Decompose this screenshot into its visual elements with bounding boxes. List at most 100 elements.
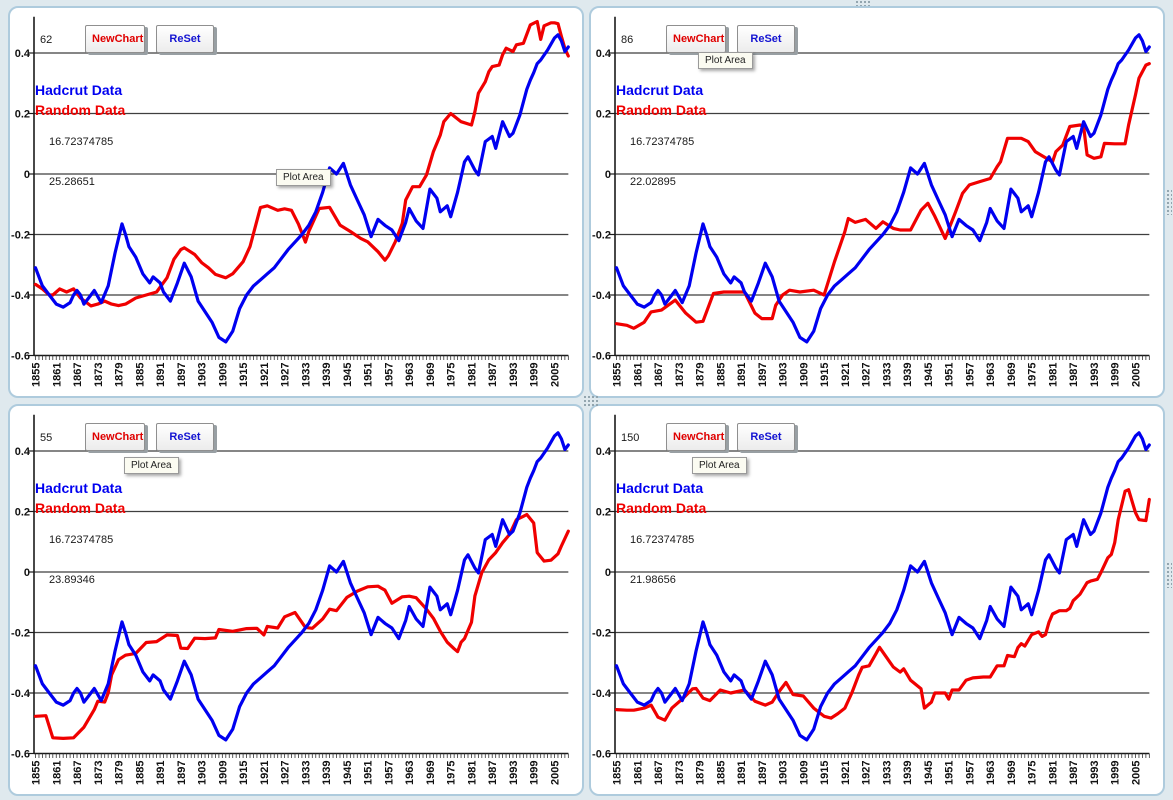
y-axis-label: -0.4: [592, 688, 612, 700]
x-axis-label: 1999: [529, 363, 541, 387]
y-axis-label: 0: [605, 567, 611, 579]
x-axis-label: 1915: [238, 761, 250, 785]
legend-random-label: Random Data: [35, 102, 126, 118]
x-axis-label: 1951: [944, 363, 956, 387]
x-axis-label: 1933: [300, 761, 312, 785]
x-axis-label: 1957: [964, 363, 976, 387]
y-axis-label: 0: [24, 567, 30, 579]
x-axis-label: 1921: [259, 761, 271, 785]
x-axis-label: 1963: [985, 761, 997, 785]
hadcrut-data-line: [614, 33, 1151, 344]
resize-handle-right-lower[interactable]: [1166, 562, 1172, 588]
hadcrut-data-line: [614, 431, 1151, 742]
iteration-count-label: 86: [621, 34, 634, 46]
x-axis-label: 1999: [529, 761, 541, 785]
x-axis-label: 1957: [383, 363, 395, 387]
stat-value-bottom: 25.28651: [49, 176, 95, 188]
y-axis-label: -0.6: [11, 749, 30, 761]
x-axis-label: 1969: [425, 363, 437, 387]
x-axis-label: 1987: [1068, 761, 1080, 785]
x-axis-label: 1897: [757, 761, 769, 785]
reset-button[interactable]: ReSet: [156, 25, 214, 53]
x-axis-label: 1921: [840, 761, 852, 785]
x-axis-label: 1933: [300, 363, 312, 387]
x-axis-label: 1867: [653, 363, 665, 387]
x-axis-label: 1975: [1027, 363, 1039, 387]
y-axis-label: -0.6: [592, 749, 611, 761]
chart-legend: Hadcrut Data Random Data: [35, 80, 125, 120]
x-axis-label: 1981: [466, 761, 478, 785]
x-axis-label: 1969: [1006, 761, 1018, 785]
hadcrut-data-line: [33, 431, 570, 742]
stat-value-top: 16.72374785: [630, 534, 695, 546]
legend-hadcrut-label: Hadcrut Data: [616, 82, 704, 98]
x-axis-label: 2005: [1131, 363, 1143, 387]
legend-hadcrut-label: Hadcrut Data: [35, 82, 123, 98]
resize-handle-right-upper[interactable]: [1166, 189, 1172, 215]
x-axis-label: 1981: [466, 363, 478, 387]
x-axis-label: 1927: [861, 363, 873, 387]
legend-random-label: Random Data: [35, 500, 126, 516]
x-axis-label: 1999: [1110, 761, 1122, 785]
resize-handle-top[interactable]: [855, 0, 872, 6]
x-axis-label: 1975: [446, 761, 458, 785]
y-axis-label: -0.6: [11, 351, 30, 363]
x-axis-label: 1909: [217, 761, 229, 785]
plot-area-tooltip: Plot Area: [692, 457, 747, 474]
x-axis-label: 1867: [72, 761, 84, 785]
new-chart-button[interactable]: NewChart: [666, 25, 726, 53]
stat-value-bottom: 22.02895: [630, 176, 676, 188]
new-chart-button[interactable]: NewChart: [666, 423, 726, 451]
x-axis-label: 1987: [1068, 363, 1080, 387]
chart-legend: Hadcrut Data Random Data: [616, 80, 706, 120]
x-axis-label: 1939: [321, 761, 333, 785]
reset-button[interactable]: ReSet: [737, 25, 795, 53]
x-axis-label: 1891: [155, 363, 167, 387]
x-axis-label: 1993: [1089, 362, 1101, 386]
plot-area-tooltip: Plot Area: [698, 52, 753, 69]
y-axis-label: -0.4: [592, 290, 612, 302]
x-axis-label: 1969: [1006, 363, 1018, 387]
y-axis-label: 0.2: [15, 109, 30, 121]
reset-button[interactable]: ReSet: [737, 423, 795, 451]
x-axis-label: 1981: [1047, 363, 1059, 387]
x-axis-label: 1945: [342, 363, 354, 387]
x-axis-label: 1903: [197, 363, 209, 387]
x-axis-label: 1885: [715, 363, 727, 387]
y-axis-label: 0.2: [596, 109, 611, 121]
x-axis-label: 1933: [881, 363, 893, 387]
x-axis-label: 1987: [487, 761, 499, 785]
x-axis-label: 1855: [31, 761, 43, 785]
plot-area-tooltip: Plot Area: [124, 457, 179, 474]
x-axis-label: 1963: [404, 363, 416, 387]
resize-handle-center[interactable]: [583, 395, 600, 408]
x-axis-label: 1975: [446, 363, 458, 387]
x-axis-label: 1855: [612, 761, 624, 785]
x-axis-label: 1885: [715, 761, 727, 785]
x-axis-label: 1897: [176, 761, 188, 785]
x-axis-label: 1891: [736, 363, 748, 387]
x-axis-label: 1903: [197, 761, 209, 785]
y-axis-label: 0: [605, 169, 611, 181]
x-axis-label: 1999: [1110, 363, 1122, 387]
legend-hadcrut-label: Hadcrut Data: [616, 480, 704, 496]
legend-random-label: Random Data: [616, 500, 707, 516]
x-axis-label: 1855: [31, 363, 43, 387]
x-axis-label: 1891: [736, 761, 748, 785]
chart-panel-top-right: 0.4 0.2 0 -0.2 -0.4 -0.6 1855 1861 1867 1873 1879 1…: [589, 6, 1165, 398]
x-axis-label: 1945: [923, 363, 935, 387]
new-chart-button[interactable]: NewChart: [85, 423, 145, 451]
x-axis-label: 1927: [280, 761, 292, 785]
new-chart-button[interactable]: NewChart: [85, 25, 145, 53]
y-axis-label: 0.4: [596, 48, 612, 60]
x-axis-label: 1861: [51, 761, 63, 785]
x-axis-label: 1891: [155, 761, 167, 785]
x-axis-label: 1909: [217, 363, 229, 387]
y-axis-label: -0.2: [592, 230, 611, 242]
reset-button[interactable]: ReSet: [156, 423, 214, 451]
stat-value-top: 16.72374785: [49, 136, 114, 148]
stat-value-bottom: 23.89346: [49, 574, 95, 586]
x-axis-label: 1879: [114, 363, 126, 387]
